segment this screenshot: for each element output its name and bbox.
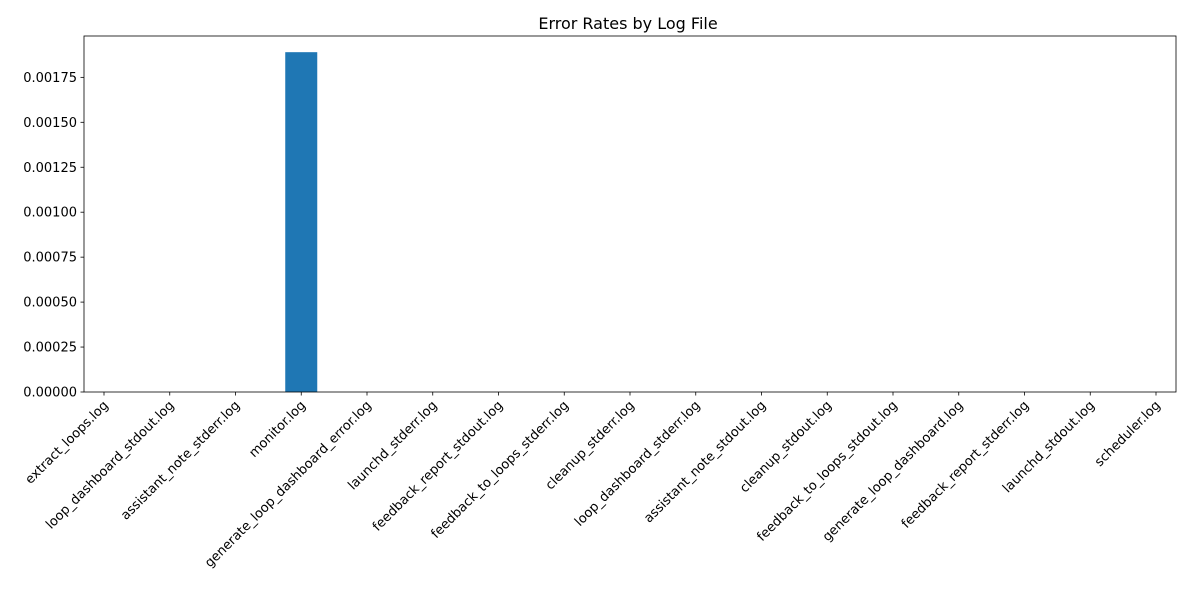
y-tick-label-8: 0.00175 [23,71,77,86]
x-tick-label-14: generate_loop_dashboard.log [820,398,967,545]
y-tick-label-1: 0.00000 [23,386,77,401]
plot-frame [83,35,1177,393]
y-tick-label-2: 0.00025 [23,341,77,356]
x-tick-label-11: assistant_note_stdout.log [641,398,769,526]
x-tick-label-3: assistant_note_stderr.log [118,398,243,523]
x-tick-label-17: scheduler.log [1092,398,1164,470]
x-tick-label-2: loop_dashboard_stdout.log [43,398,177,532]
y-tick-label-6: 0.00125 [23,161,77,176]
x-tick-label-13: feedback_to_loops_stdout.log [754,398,901,545]
x-tick-label-4: monitor.log [246,398,309,461]
y-tick-label-5: 0.00100 [23,206,77,221]
x-tick-label-10: loop_dashboard_stderr.log [572,398,703,529]
y-tick-label-3: 0.00050 [23,296,77,311]
y-tick-label-4: 0.00075 [23,251,77,266]
x-tick-label-8: feedback_to_loops_stderr.log [428,398,572,542]
y-tick-label-7: 0.00150 [23,116,77,131]
bar-4 [285,52,318,393]
x-tick-label-15: feedback_report_stderr.log [899,398,1032,531]
chart-title: Error Rates by Log File [538,14,717,33]
x-tick-label-7: feedback_report_stdout.log [370,398,506,534]
plot-area: 0.00000 0.00025 0.00050 0.00075 0.00100 0.001… [23,35,1177,571]
